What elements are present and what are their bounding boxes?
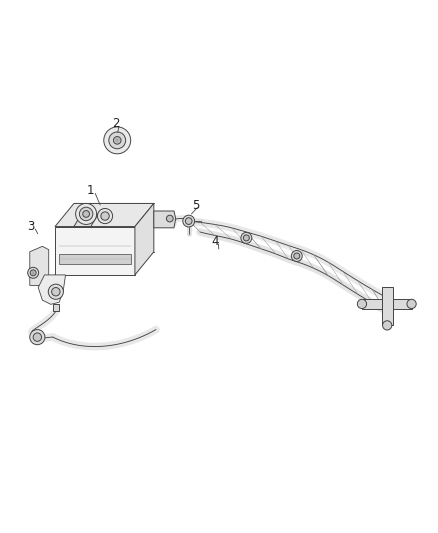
- Circle shape: [104, 127, 131, 154]
- Text: 4: 4: [211, 235, 219, 248]
- Circle shape: [28, 268, 39, 278]
- Circle shape: [183, 215, 194, 227]
- Circle shape: [185, 217, 192, 224]
- Polygon shape: [362, 300, 382, 309]
- Circle shape: [357, 300, 367, 309]
- Polygon shape: [392, 300, 412, 309]
- Circle shape: [48, 284, 64, 300]
- Polygon shape: [38, 275, 66, 304]
- Circle shape: [113, 136, 121, 144]
- Polygon shape: [382, 287, 392, 325]
- Circle shape: [79, 207, 93, 221]
- Polygon shape: [30, 246, 49, 286]
- Polygon shape: [55, 204, 154, 227]
- Polygon shape: [135, 204, 154, 275]
- Circle shape: [241, 232, 252, 244]
- Text: 3: 3: [27, 220, 34, 233]
- Circle shape: [52, 287, 60, 296]
- Circle shape: [33, 333, 42, 341]
- Circle shape: [382, 321, 392, 330]
- Circle shape: [291, 251, 302, 262]
- Circle shape: [98, 208, 113, 224]
- Text: 5: 5: [192, 199, 200, 212]
- Polygon shape: [74, 214, 98, 227]
- Circle shape: [101, 212, 109, 220]
- Circle shape: [83, 211, 89, 217]
- Polygon shape: [53, 303, 59, 311]
- Circle shape: [166, 215, 173, 222]
- Text: 1: 1: [87, 184, 95, 197]
- Circle shape: [76, 204, 97, 224]
- Polygon shape: [154, 211, 176, 228]
- Polygon shape: [55, 227, 135, 275]
- Circle shape: [294, 253, 300, 259]
- Circle shape: [30, 329, 45, 345]
- Circle shape: [109, 132, 126, 149]
- Circle shape: [244, 235, 249, 241]
- Circle shape: [30, 270, 36, 276]
- Text: 2: 2: [112, 117, 120, 130]
- Circle shape: [407, 300, 416, 309]
- Polygon shape: [59, 254, 131, 264]
